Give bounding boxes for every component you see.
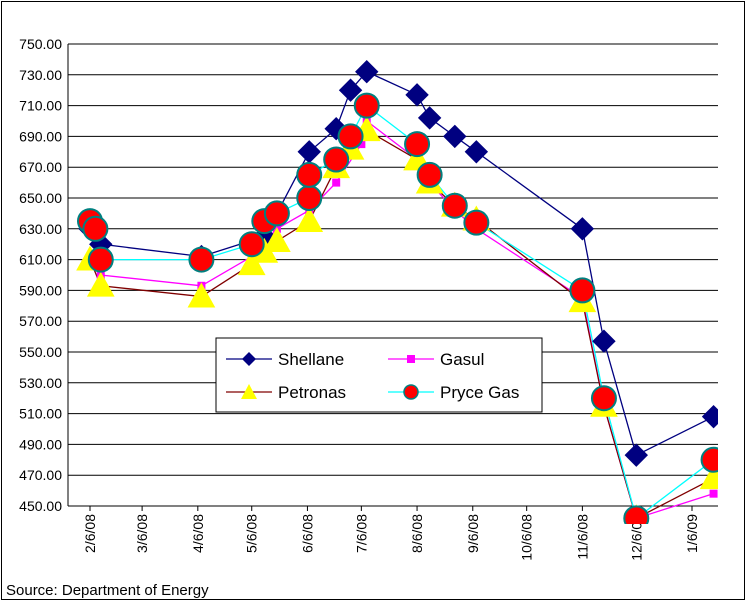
data-point: [353, 92, 380, 119]
x-tick-label: 11/6/08: [574, 514, 590, 560]
data-point: [86, 271, 115, 297]
y-tick-label: 450.00: [19, 498, 62, 514]
legend-label: Petronas: [278, 383, 346, 402]
data-point: [238, 231, 265, 258]
data-point: [404, 131, 431, 158]
data-point: [87, 246, 114, 273]
legend-entry: Gasul: [388, 350, 484, 369]
x-tick-label: 1/6/09: [684, 514, 700, 553]
data-point: [296, 161, 323, 188]
legend-marker: [242, 352, 256, 366]
x-tick-label: 7/6/08: [353, 514, 369, 553]
y-tick-label: 590.00: [19, 282, 62, 298]
data-point: [700, 446, 718, 473]
data-point: [323, 146, 350, 173]
series-markers-pryce-gas: [77, 92, 718, 524]
data-point: [623, 505, 650, 524]
data-point: [297, 140, 321, 164]
x-tick-label: 9/6/08: [465, 514, 481, 553]
y-tick-label: 510.00: [19, 406, 62, 422]
data-point: [263, 200, 290, 227]
data-point: [417, 106, 442, 130]
y-tick-label: 570.00: [19, 313, 62, 329]
data-point: [570, 217, 595, 241]
x-tick-label: 3/6/08: [134, 514, 150, 553]
data-point: [463, 209, 490, 236]
data-point: [709, 489, 718, 498]
legend-entry: Shellane: [226, 350, 344, 369]
y-tick-label: 550.00: [19, 344, 62, 360]
data-point: [357, 140, 366, 149]
x-tick-label: 2/6/08: [82, 514, 98, 553]
data-point: [187, 282, 216, 308]
data-point: [295, 207, 324, 232]
legend-label: Pryce Gas: [440, 383, 519, 402]
x-tick-label: 12/6/08: [628, 514, 644, 561]
data-point: [443, 124, 467, 149]
data-point: [82, 215, 109, 242]
data-point: [590, 385, 617, 412]
y-tick-label: 490.00: [19, 436, 62, 452]
series-markers-petronas: [76, 116, 718, 524]
data-point: [337, 123, 364, 150]
data-point: [416, 161, 443, 188]
y-tick-labels: 750.00 730.00 710.00 690.00 670.00 650.00 630.…: [19, 36, 62, 514]
data-point: [332, 178, 341, 187]
x-tick-labels: 2/6/08 3/6/08 4/6/08 5/6/08 6/6/08 7/6/08 8/6/…: [82, 514, 700, 561]
legend-marker: [403, 384, 419, 400]
data-point: [441, 192, 468, 219]
y-tick-label: 710.00: [19, 98, 62, 114]
y-tick-label: 730.00: [19, 67, 62, 83]
legend-marker: [241, 384, 257, 399]
data-point: [188, 246, 215, 273]
x-tick-label: 4/6/08: [190, 514, 206, 553]
y-tick-label: 670.00: [19, 159, 62, 175]
data-point: [464, 140, 489, 164]
series-markers-gasul: [86, 117, 718, 523]
data-point: [592, 329, 616, 353]
axes: [67, 44, 718, 511]
y-tick-label: 690.00: [19, 128, 62, 144]
legend-label: Gasul: [440, 350, 484, 369]
y-tick-label: 530.00: [19, 375, 62, 391]
data-point: [405, 83, 429, 107]
legend: Shellane Gasul Petronas Pryce Gas: [215, 337, 543, 413]
y-tick-label: 630.00: [19, 221, 62, 237]
y-tick-label: 470.00: [19, 467, 62, 483]
data-point: [624, 443, 648, 467]
legend-entry: Pryce Gas: [388, 383, 519, 402]
data-point: [701, 404, 718, 429]
series: [76, 60, 718, 524]
y-tick-label: 750.00: [19, 36, 62, 52]
x-tick-label: 6/6/08: [299, 514, 315, 553]
data-point: [355, 60, 379, 84]
x-tick-label: 10/6/08: [519, 514, 535, 561]
legend-entry: Petronas: [226, 383, 346, 402]
legend-marker: [407, 355, 415, 363]
y-tick-label: 610.00: [19, 252, 62, 268]
y-tick-label: 650.00: [19, 190, 62, 206]
data-point: [296, 185, 323, 211]
legend-label: Shellane: [278, 350, 344, 369]
gridlines: [68, 43, 718, 507]
data-point: [263, 227, 291, 253]
legend-box: [215, 337, 543, 413]
data-point: [338, 78, 363, 102]
data-point: [237, 250, 266, 276]
x-tick-label: 5/6/08: [244, 514, 260, 553]
x-tick-label: 8/6/08: [409, 514, 425, 553]
source-note: Source: Department of Energy: [6, 582, 209, 599]
data-point: [569, 277, 596, 304]
